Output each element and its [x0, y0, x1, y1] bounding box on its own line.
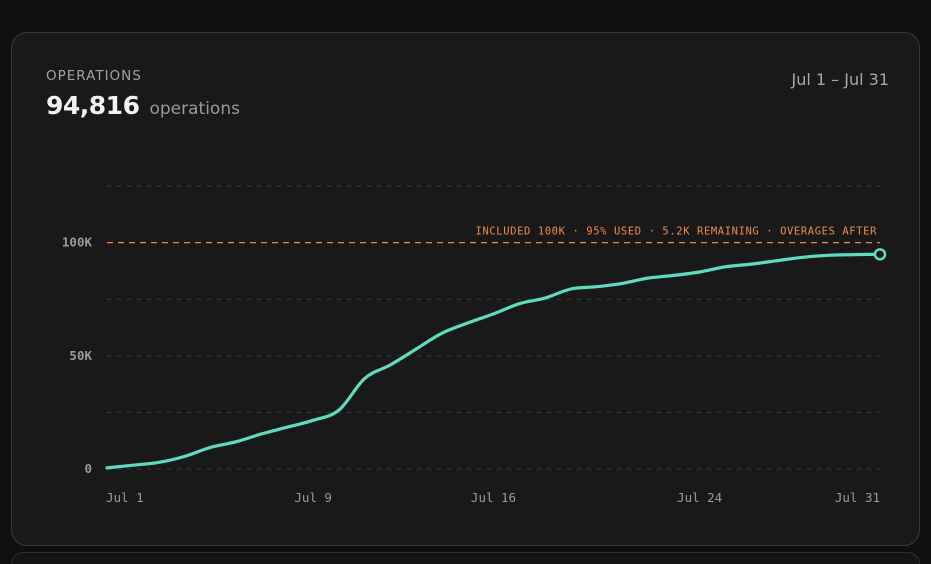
- data-point: [131, 463, 135, 467]
- data-point: [749, 262, 753, 266]
- data-point: [826, 253, 830, 257]
- total-unit: operations: [149, 99, 240, 119]
- y-tick-label: 50K: [69, 348, 92, 363]
- x-tick-label: Jul 1: [106, 490, 144, 505]
- metric-label: OPERATIONS: [46, 68, 142, 84]
- data-point: [182, 455, 186, 459]
- data-point: [620, 281, 624, 285]
- data-point: [775, 259, 779, 263]
- date-range[interactable]: Jul 1 – Jul 31: [791, 70, 890, 89]
- x-tick-label: Jul 31: [835, 490, 880, 505]
- x-tick-label: Jul 24: [677, 490, 722, 505]
- metric-total: 94,816 operations: [46, 91, 240, 120]
- data-point: [285, 425, 289, 429]
- data-point: [157, 460, 161, 464]
- data-point: [260, 432, 264, 436]
- data-point: [492, 312, 496, 316]
- data-point: [595, 285, 599, 289]
- y-tick-label: 0: [84, 461, 92, 476]
- data-point: [569, 287, 573, 291]
- data-point: [363, 376, 367, 380]
- operations-series-line: [105, 252, 882, 470]
- total-value: 94,816: [46, 91, 140, 120]
- data-point: [723, 265, 727, 269]
- data-point: [234, 440, 238, 444]
- data-point: [105, 466, 109, 470]
- x-tick-label: Jul 9: [294, 490, 332, 505]
- data-point: [208, 445, 212, 449]
- y-tick-label: 100K: [62, 235, 93, 250]
- data-point: [337, 408, 341, 412]
- data-point: [517, 302, 521, 306]
- latest-point-marker: [873, 248, 887, 261]
- x-tick-label: Jul 16: [471, 490, 516, 505]
- data-point: [852, 253, 856, 257]
- data-point: [646, 276, 650, 280]
- data-point: [466, 321, 470, 325]
- data-point: [672, 273, 676, 277]
- data-point: [311, 418, 315, 422]
- data-point: [801, 255, 805, 259]
- data-point: [543, 296, 547, 300]
- data-point: [388, 363, 392, 367]
- threshold-label: INCLUDED 100K · 95% USED · 5.2K REMAININ…: [476, 226, 878, 238]
- data-point: [698, 270, 702, 274]
- data-point: [440, 331, 444, 335]
- data-point: [414, 347, 418, 351]
